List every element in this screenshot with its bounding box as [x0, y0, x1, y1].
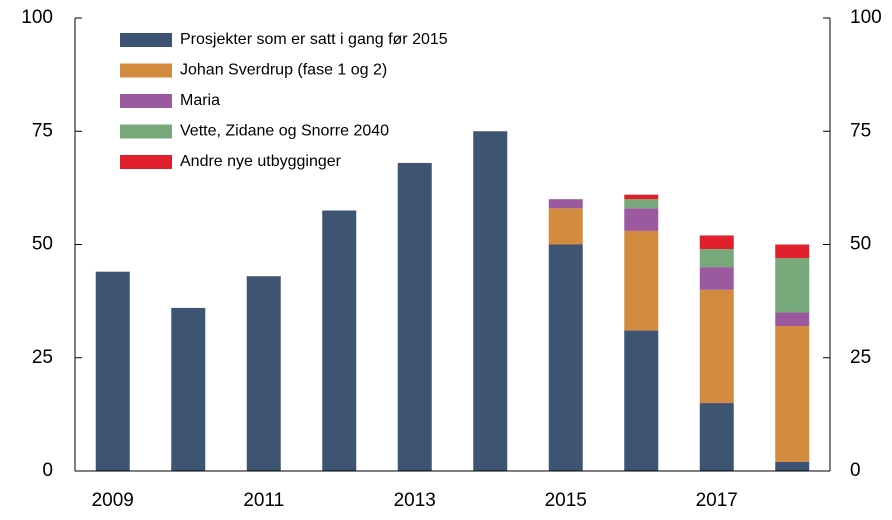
x-tick-label: 2009	[92, 490, 134, 511]
bar-segment	[171, 307, 206, 471]
bar-segment	[397, 162, 432, 471]
y2-tick-label: 0	[850, 460, 861, 481]
bar-segment	[699, 267, 734, 290]
legend-label: Johan Sverdrup (fase 1 og 2)	[180, 62, 387, 79]
y-tick-label: 50	[32, 234, 53, 255]
y-tick-label: 75	[32, 120, 53, 141]
legend-label: Andre nye utbygginger	[180, 153, 342, 170]
bar-segment	[699, 403, 734, 471]
bar-segment	[775, 244, 810, 259]
y-tick-label: 100	[21, 7, 53, 28]
legend-label: Prosjekter som er satt i gang før 2015	[180, 31, 448, 48]
bar-segment	[473, 131, 508, 471]
bar-segment	[699, 235, 734, 250]
bar-segment	[95, 271, 130, 471]
bar-segment	[624, 208, 659, 231]
x-tick-label: 2015	[545, 490, 587, 511]
legend-label: Maria	[180, 92, 220, 109]
legend-swatch	[120, 63, 172, 78]
bar-segment	[775, 326, 810, 462]
x-tick-label: 2017	[696, 490, 738, 511]
bar-segment	[624, 199, 659, 209]
y2-tick-label: 75	[850, 120, 871, 141]
bar-segment	[775, 312, 810, 327]
y-tick-label: 0	[42, 460, 53, 481]
bar-segment	[624, 194, 659, 200]
legend-swatch	[120, 155, 172, 169]
bar-segment	[322, 210, 357, 471]
bar-segment	[548, 208, 583, 245]
legend-label: Vette, Zidane og Snorre 2040	[180, 123, 389, 140]
x-tick-label: 2013	[394, 490, 436, 511]
bar-segment	[624, 330, 659, 471]
bar-segment	[246, 276, 281, 471]
bar-segment	[548, 199, 583, 209]
bar-segment	[699, 289, 734, 404]
bar-segment	[548, 244, 583, 471]
legend-swatch	[120, 124, 172, 139]
y2-tick-label: 25	[850, 347, 871, 368]
x-tick-label: 2011	[243, 490, 284, 511]
bar-segment	[775, 461, 810, 471]
y2-tick-label: 50	[850, 234, 871, 255]
legend-swatch	[120, 94, 172, 108]
y2-tick-label: 100	[850, 7, 882, 28]
bar-segment	[624, 230, 659, 331]
y-tick-label: 25	[32, 347, 53, 368]
bar-segment	[775, 258, 810, 313]
legend-swatch	[120, 33, 172, 47]
bar-segment	[699, 249, 734, 268]
